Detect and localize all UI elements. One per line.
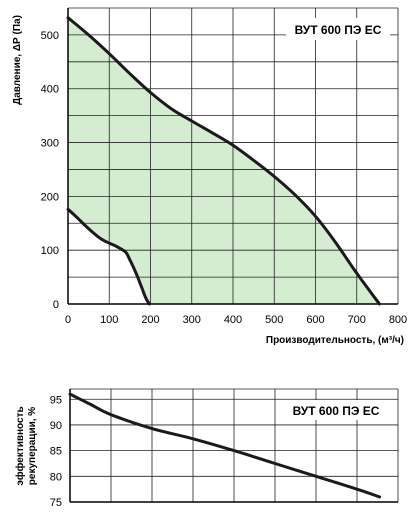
y-tick-label: 75 (50, 497, 62, 509)
y-axis-label: эффективностьрекуперации, % (14, 406, 38, 485)
x-tick-label: 300 (183, 314, 201, 326)
pressure-chart: 0 100 200 300 400 500 600 700 800 0 100 200 300 400 50… (12, 7, 407, 346)
y-tick-label: 200 (41, 191, 59, 203)
y-tick-label: 300 (41, 138, 59, 150)
y-axis-label: Давление, ΔР (Па) (12, 15, 23, 105)
y-axis-label-line: эффективность (14, 406, 26, 485)
y-tick-label: 80 (50, 471, 62, 483)
chart-title: ВУТ 600 ПЭ ЕС (293, 404, 380, 418)
y-tick-label: 85 (50, 446, 62, 458)
efficiency-line (68, 392, 382, 499)
min-curve-line (66, 207, 151, 306)
y-tick-label: 0 (53, 299, 59, 311)
x-tick-label: 800 (389, 314, 407, 326)
y-tick-label: 90 (50, 420, 62, 432)
max-curve-line (66, 16, 381, 306)
x-tick-label: 0 (65, 314, 71, 326)
x-tick-label: 100 (100, 314, 118, 326)
title-background (284, 400, 388, 420)
x-tick-label: 600 (306, 314, 324, 326)
x-tick-label: 700 (348, 314, 366, 326)
title-background (286, 18, 390, 40)
x-axis-label: Производительность, (м³/ч) (266, 335, 404, 346)
y-tick-label: 100 (41, 245, 59, 257)
efficiency-chart: 75 80 85 90 95 ВУТ 600 ПЭ ЕС эффективностьреку… (14, 388, 399, 509)
x-tick-label: 200 (141, 314, 159, 326)
y-tick-label: 95 (50, 394, 62, 406)
chart-title: ВУТ 600 ПЭ ЕС (295, 23, 382, 37)
y-tick-label: 500 (41, 30, 59, 42)
y-tick-label: 400 (41, 84, 59, 96)
x-tick-label: 400 (224, 314, 242, 326)
x-tick-label: 500 (265, 314, 283, 326)
y-axis-label-line: рекуперации, % (27, 407, 38, 486)
